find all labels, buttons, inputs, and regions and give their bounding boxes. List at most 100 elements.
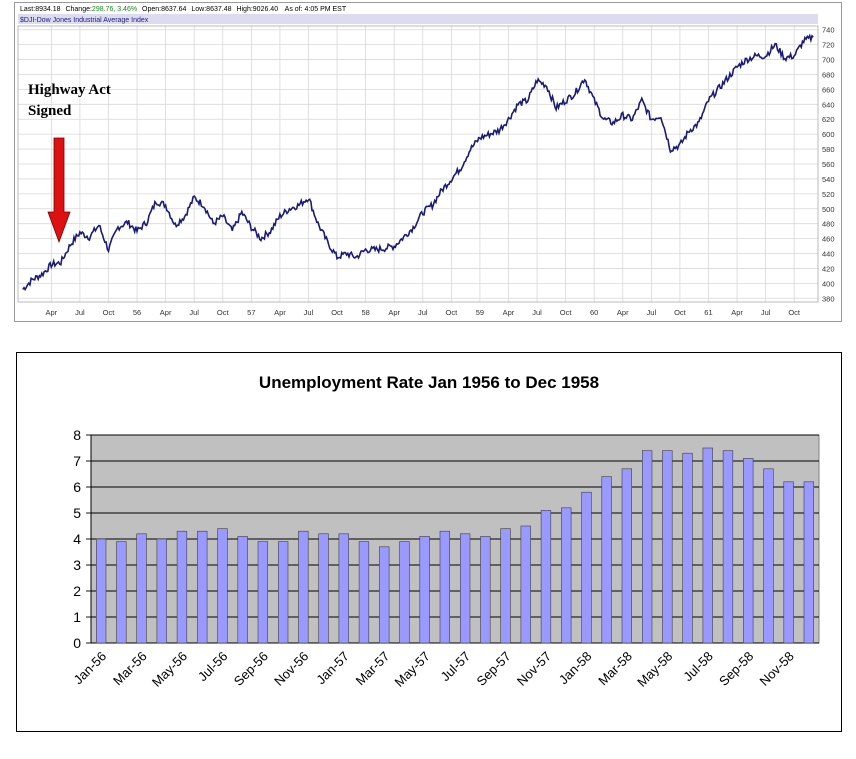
unemployment-bar-feb-58 <box>601 476 612 644</box>
dow-x-tick-label: 57 <box>247 308 255 317</box>
dow-y-tick-label: 580 <box>822 145 835 154</box>
unemployment-x-tick-label: May-57 <box>392 649 433 690</box>
dow-y-tick-label: 540 <box>822 175 835 184</box>
unemployment-bar-sep-58 <box>743 458 754 644</box>
high-label: High: <box>236 6 252 13</box>
dow-x-tick-label: Apr <box>503 308 515 317</box>
unemployment-bar-jun-58 <box>682 452 693 644</box>
unemployment-bar-apr-56 <box>156 538 167 644</box>
unemployment-bars <box>96 447 814 644</box>
low-label: Low: <box>191 6 206 13</box>
unemployment-y-tick-label: 6 <box>73 479 81 495</box>
unemployment-bar-chart: Unemployment Rate Jan 1956 to Dec 1958 0… <box>71 373 820 690</box>
unemployment-bar-oct-56 <box>277 541 289 644</box>
unemployment-x-tick-label: Mar-58 <box>595 649 635 689</box>
dow-x-tick-label: Apr <box>388 308 400 317</box>
unemployment-bar-jul-58 <box>702 447 713 644</box>
dow-y-tick-label: 700 <box>822 56 835 65</box>
dow-y-axis: 380 400 420 440 460 480 500 520 540 560 580 600 620 6… <box>822 26 835 304</box>
unemployment-x-tick-label: May-56 <box>149 649 190 690</box>
unemployment-y-tick-label: 2 <box>73 583 81 599</box>
annotation-line-1: Highway Act <box>28 82 111 98</box>
dow-x-tick-label: Jul <box>418 308 428 317</box>
dow-grid <box>17 25 819 303</box>
dow-y-tick-label: 740 <box>822 26 835 35</box>
unemployment-x-tick-label: Jul-56 <box>195 649 231 685</box>
unemployment-y-tick-label: 5 <box>73 505 81 521</box>
unemployment-bar-jan-57 <box>338 533 349 644</box>
unemployment-x-tick-label: Jan-56 <box>71 649 110 688</box>
dow-y-tick-label: 520 <box>822 190 835 199</box>
unemployment-bar-nov-56 <box>298 530 309 644</box>
dow-x-tick-label: Jul <box>647 308 657 317</box>
last-label: Last: <box>20 6 35 13</box>
unemployment-bar-aug-58 <box>722 450 734 644</box>
unemployment-bar-oct-58 <box>763 468 774 644</box>
dow-x-tick-label: Jul <box>304 308 314 317</box>
unemployment-x-tick-label: Sep-56 <box>231 649 271 689</box>
unemployment-bar-sep-56 <box>257 541 268 644</box>
dow-x-tick-label: 56 <box>133 308 141 317</box>
unemployment-bar-oct-57 <box>520 525 531 644</box>
unemployment-bar-mar-57 <box>379 546 390 644</box>
unemployment-bar-aug-57 <box>480 536 491 644</box>
unemployment-bar-apr-58 <box>641 450 653 644</box>
dow-y-tick-label: 480 <box>822 220 835 229</box>
unemployment-x-tick-label: Nov-58 <box>757 649 797 689</box>
unemployment-bar-may-58 <box>662 450 673 644</box>
annotation-line-2: Signed <box>28 103 72 119</box>
unemployment-x-tick-label: Jan-57 <box>313 649 352 688</box>
unemployment-bar-may-56 <box>176 530 188 644</box>
unemployment-bar-jun-56 <box>197 530 208 644</box>
dow-x-tick-label: Oct <box>788 308 801 317</box>
dow-y-tick-label: 500 <box>822 205 835 214</box>
unemployment-bar-jul-56 <box>217 528 228 644</box>
dow-x-tick-label: Jul <box>761 308 771 317</box>
stock-header-line: Last:8934.18 Change:298.76, 3.46% Open:8… <box>20 6 347 13</box>
unemployment-chart-panel: Unemployment Rate Jan 1956 to Dec 1958 0… <box>16 352 842 732</box>
unemployment-bar-dec-58 <box>803 481 814 644</box>
change-label: Change: <box>65 6 92 13</box>
dow-chart-frame <box>14 2 842 322</box>
high-value: 9026.40 <box>253 6 278 13</box>
dow-y-tick-label: 720 <box>822 41 835 50</box>
dow-y-tick-label: 560 <box>822 160 835 169</box>
dow-y-tick-label: 440 <box>822 250 835 259</box>
last-value: 8934.18 <box>35 6 60 13</box>
unemployment-x-tick-label: Mar-56 <box>110 649 150 689</box>
dow-y-tick-label: 420 <box>822 264 835 273</box>
unemployment-bar-nov-57 <box>540 510 552 644</box>
dow-x-tick-label: 59 <box>476 308 484 317</box>
unemployment-y-tick-label: 0 <box>73 635 81 651</box>
unemployment-y-axis: 0 1 2 3 4 5 6 7 8 <box>73 427 92 651</box>
dow-x-tick-label: Oct <box>445 308 458 317</box>
low-value: 8637.48 <box>206 6 231 13</box>
open-label: Open: <box>142 6 161 13</box>
unemployment-y-tick-label: 3 <box>73 557 81 573</box>
unemployment-bar-jan-56 <box>96 538 107 644</box>
dow-x-tick-label: Apr <box>731 308 743 317</box>
dow-x-tick-label: Apr <box>160 308 172 317</box>
dow-x-tick-label: Jul <box>189 308 199 317</box>
unemployment-bar-sep-57 <box>500 528 511 644</box>
unemployment-bar-mar-58 <box>621 468 632 644</box>
dow-x-tick-label: Oct <box>560 308 573 317</box>
change-value: 298.76, 3.46% <box>92 6 137 13</box>
unemployment-bar-feb-57 <box>358 541 370 644</box>
unemployment-bar-nov-58 <box>783 481 794 644</box>
unemployment-bar-jan-58 <box>581 491 592 644</box>
unemployment-y-tick-label: 7 <box>73 453 81 469</box>
dow-x-tick-label: Apr <box>274 308 286 317</box>
index-name: $DJI-Dow Jones Industrial Average Index <box>20 17 149 24</box>
dow-y-tick-label: 620 <box>822 115 835 124</box>
unemployment-x-tick-label: Sep-58 <box>716 649 756 689</box>
unemployment-x-tick-label: Nov-56 <box>271 649 311 689</box>
unemployment-bar-dec-56 <box>318 533 329 644</box>
unemployment-x-tick-label: May-58 <box>634 649 675 690</box>
dow-x-axis: Apr Jul Oct 56 Apr Jul Oct 57 Apr Jul Oct 58 Apr Jul O… <box>45 308 800 317</box>
dow-x-tick-label: Oct <box>331 308 344 317</box>
open-value: 8637.64 <box>161 6 186 13</box>
dow-y-tick-label: 400 <box>822 279 835 288</box>
unemployment-x-tick-label: Jul-57 <box>438 649 474 685</box>
unemployment-bar-apr-57 <box>399 541 410 644</box>
